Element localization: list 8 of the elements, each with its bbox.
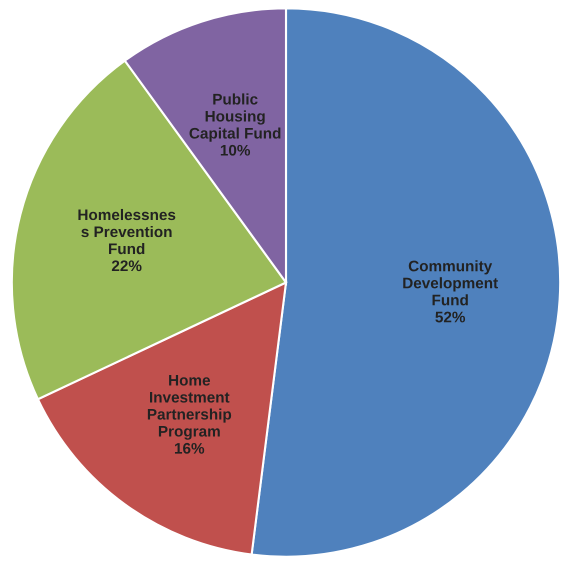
slice-label: Public Housing Capital Fund bbox=[190, 93, 280, 142]
slice-label: Home Investment Partnership Program bbox=[148, 374, 232, 440]
data-label: 52% bbox=[435, 312, 466, 322]
data-label: 16% bbox=[174, 442, 204, 454]
slice-label: Homelessnes s Prevention Fund bbox=[78, 208, 176, 254]
slice-label: Community Development Fund bbox=[403, 260, 498, 306]
data-label: 10% bbox=[220, 144, 250, 156]
data-label: 22% bbox=[112, 260, 142, 272]
